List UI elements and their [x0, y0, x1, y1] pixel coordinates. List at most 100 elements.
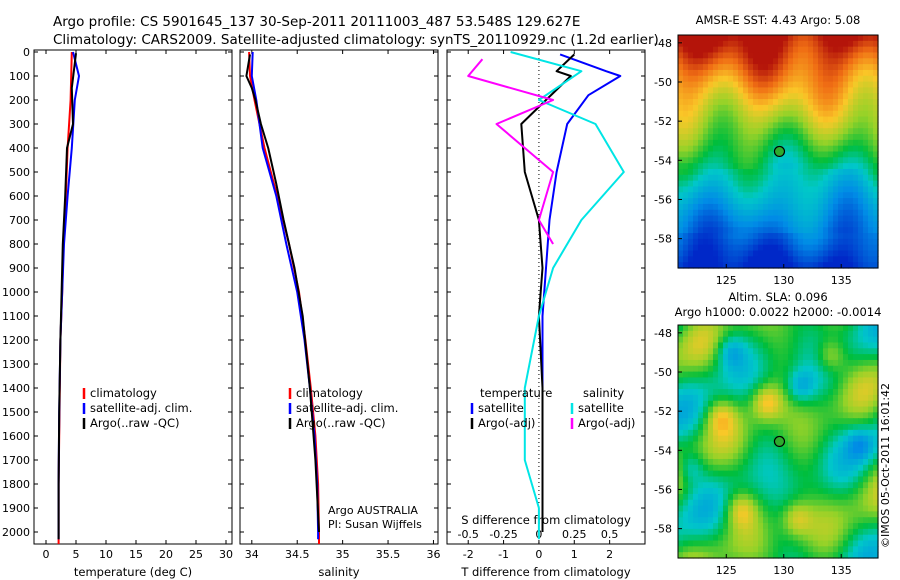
map-cell [783, 58, 789, 65]
map-cell [783, 52, 789, 59]
map-cell [713, 87, 719, 94]
map-cell [718, 180, 724, 188]
map-cell [793, 447, 799, 454]
map-cell [718, 64, 724, 71]
map-cell [823, 528, 829, 536]
map-cell [768, 64, 774, 71]
map-cell [833, 186, 839, 193]
map-cell [813, 336, 819, 344]
map-cell [733, 517, 739, 524]
map-cell [713, 540, 719, 547]
map-cell [698, 110, 704, 118]
map-cell [793, 180, 799, 188]
map-cell [823, 157, 829, 164]
map-cell [728, 540, 734, 547]
map-cell [713, 424, 719, 431]
map-cell [723, 458, 729, 466]
map-cell [873, 435, 879, 443]
map-cell [783, 458, 789, 466]
map-cell [828, 505, 834, 512]
map-cell [703, 145, 709, 153]
map-cell [723, 330, 729, 338]
map-cell [763, 429, 769, 437]
map-cell [863, 482, 869, 489]
map-cell [848, 256, 854, 263]
map-cell [823, 488, 829, 495]
map-cell [703, 458, 709, 466]
map-cell [718, 93, 724, 100]
map-cell [818, 406, 824, 413]
map-cell [703, 418, 709, 425]
map-cell [803, 198, 809, 205]
map-cell [848, 35, 854, 42]
map-cell [818, 262, 824, 269]
map-cell [758, 342, 764, 349]
map-cell [728, 435, 734, 443]
map-cell [818, 198, 824, 205]
map-cell [873, 157, 879, 164]
map-cell [823, 418, 829, 425]
map-cell [718, 540, 724, 547]
map-cell [753, 99, 759, 106]
map-cell [688, 93, 694, 100]
map-cell [693, 383, 699, 390]
map-cell [873, 464, 879, 472]
map-cell [748, 256, 754, 263]
map-cell [688, 221, 694, 228]
map-cell [698, 180, 704, 188]
map-cell [688, 69, 694, 77]
map-cell [873, 69, 879, 77]
map-cell [783, 40, 789, 48]
map-cell [868, 517, 874, 524]
map-cell [768, 215, 774, 222]
map-cell [798, 528, 804, 536]
map-cell [753, 488, 759, 495]
map-cell [778, 342, 784, 349]
map-cell [783, 134, 789, 141]
map-cell [858, 377, 864, 384]
map-cell [793, 348, 799, 355]
map-cell [813, 400, 819, 408]
map-cell [848, 447, 854, 454]
map-cell [698, 505, 704, 512]
map-cell [698, 441, 704, 448]
map-cell [733, 464, 739, 472]
map-cell [843, 244, 849, 252]
map-cell [813, 354, 819, 361]
map-cell [868, 69, 874, 77]
map-cell [718, 104, 724, 112]
map-cell [828, 186, 834, 193]
map-cell [848, 139, 854, 147]
map-cell [813, 203, 819, 211]
map-cell [798, 464, 804, 472]
map-cell [853, 75, 859, 83]
map-cell [733, 198, 739, 205]
map-cell [693, 406, 699, 413]
map-cell [683, 418, 689, 425]
map-cell [743, 163, 749, 170]
map-cell [838, 151, 844, 158]
map-cell [823, 429, 829, 437]
map-cell [833, 104, 839, 112]
map-cell [678, 453, 684, 460]
map-cell [748, 209, 754, 217]
map-cell [763, 406, 769, 413]
map-cell [748, 429, 754, 437]
map-cell [778, 336, 784, 344]
map-cell [718, 139, 724, 147]
map-cell [848, 52, 854, 59]
map-cell [763, 336, 769, 344]
map-cell [798, 157, 804, 164]
sla_map-frame [677, 324, 879, 559]
map-cell [808, 52, 814, 59]
map-cell [748, 488, 754, 495]
map-cell [713, 394, 719, 402]
map-cell [753, 87, 759, 94]
map-cell [778, 174, 784, 182]
map-cell [733, 371, 739, 379]
map-cell [738, 429, 744, 437]
map-cell [748, 46, 754, 54]
map-cell [808, 400, 814, 408]
map-cell [738, 511, 744, 518]
map-cell [848, 157, 854, 164]
